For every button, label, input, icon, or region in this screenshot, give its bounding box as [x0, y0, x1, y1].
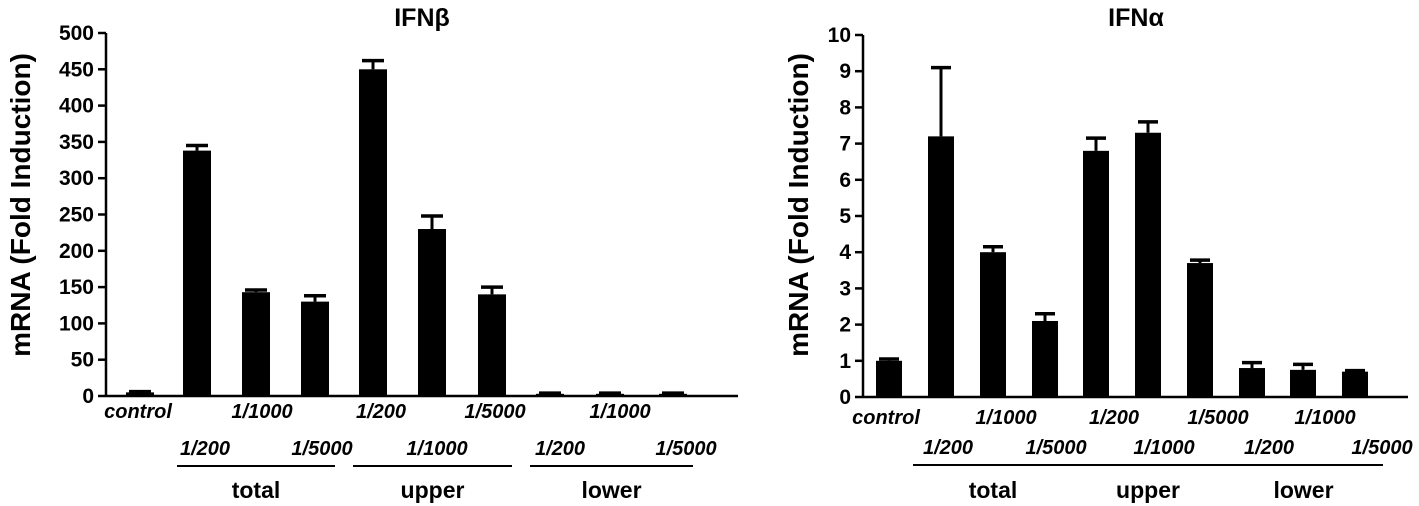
group-label: lower: [581, 477, 641, 503]
category-label: 1/200: [180, 438, 230, 460]
bar: [980, 252, 1006, 397]
bar: [126, 392, 154, 396]
y-tick-label: 0: [839, 386, 851, 409]
category-labels: control1/2001/10001/50001/2001/10001/500…: [852, 407, 1412, 459]
category-label: 1/5000: [1025, 437, 1086, 459]
category-label: 1/200: [535, 438, 585, 460]
bar: [1032, 320, 1058, 397]
bar: [928, 136, 954, 398]
category-label: 1/1000: [1294, 407, 1355, 429]
y-tick-label: 500: [59, 22, 94, 45]
category-label: 1/1000: [1133, 437, 1194, 459]
category-label: 1/200: [923, 437, 973, 459]
category-label: 1/5000: [655, 438, 716, 460]
y-tick-label: 200: [59, 240, 94, 263]
y-tick-label: 250: [59, 204, 94, 227]
category-label: 1/5000: [1187, 407, 1248, 429]
chart-title: IFNβ: [394, 4, 450, 32]
group-labels: total upper lower: [913, 464, 1383, 503]
y-ticks: 0 50 100 150 200 250 300 350 400 450 500: [59, 22, 106, 408]
y-tick-label: 100: [59, 312, 94, 335]
bar: [183, 150, 211, 396]
y-tick-label: 9: [839, 60, 851, 83]
chart-ifn-alpha: IFNα mRNA (Fold Induction) 012345678910 …: [783, 4, 1413, 503]
category-label: control: [104, 401, 172, 423]
group-label: total: [969, 477, 1018, 503]
bar: [1342, 371, 1368, 397]
y-ticks: 0 1 2 3 4 5 6 7 8 9 10: [828, 24, 863, 409]
bar: [876, 360, 902, 397]
category-label: control: [852, 407, 920, 429]
category-label: 1/1000: [406, 438, 467, 460]
bar: [1187, 263, 1213, 397]
chart-ifn-beta: IFNβ mRNA (Fold Induction) 0 50 100 150 200 2…: [5, 4, 738, 503]
bar: [536, 393, 564, 396]
y-axis-label: mRNA (Fold Induction): [5, 53, 36, 357]
y-axis-label: mRNA (Fold Induction): [783, 53, 814, 357]
category-label: 1/200: [1244, 437, 1294, 459]
bar: [1135, 132, 1161, 398]
y-tick-label: 450: [59, 58, 94, 81]
group-label: total: [232, 477, 281, 503]
category-label: 1/200: [1089, 407, 1139, 429]
bar: [659, 393, 687, 396]
y-tick-label: 4: [839, 241, 851, 264]
bar: [1083, 150, 1109, 397]
group-label: lower: [1273, 477, 1333, 503]
y-tick-label: 400: [59, 95, 94, 118]
y-tick-label: 2: [839, 314, 851, 337]
y-tick-label: 3: [839, 277, 851, 300]
group-label: upper: [1116, 477, 1180, 503]
group-labels: total upper lower: [177, 465, 693, 503]
y-tick-label: 1: [839, 350, 851, 373]
category-label: 1/5000: [464, 401, 525, 423]
y-tick-label: 300: [59, 167, 94, 190]
bar: [1239, 368, 1265, 397]
category-label: 1/1000: [589, 401, 650, 423]
y-tick-label: 0: [82, 385, 94, 408]
bar: [242, 292, 270, 396]
bar: [478, 294, 506, 396]
y-tick-label: 7: [839, 133, 851, 156]
y-tick-label: 350: [59, 131, 94, 154]
bar: [418, 229, 446, 396]
bar: [359, 69, 387, 397]
category-labels: control1/2001/10001/50001/2001/10001/500…: [104, 401, 716, 460]
category-label: 1/5000: [291, 438, 352, 460]
y-tick-label: 50: [71, 349, 94, 372]
y-tick-label: 5: [839, 205, 851, 228]
category-label: 1/5000: [1351, 437, 1412, 459]
y-tick-label: 6: [839, 169, 851, 192]
bars: [126, 58, 687, 397]
group-label: upper: [401, 477, 465, 503]
y-tick-label: 150: [59, 276, 94, 299]
bar: [1290, 369, 1316, 397]
category-label: 1/200: [356, 401, 406, 423]
y-tick-label: 10: [828, 24, 851, 47]
chart-title: IFNα: [1108, 4, 1164, 32]
y-tick-label: 8: [839, 96, 851, 119]
bar: [596, 393, 624, 396]
category-label: 1/1000: [231, 401, 292, 423]
bars: [876, 65, 1368, 398]
category-label: 1/1000: [975, 407, 1036, 429]
bar: [301, 301, 329, 396]
